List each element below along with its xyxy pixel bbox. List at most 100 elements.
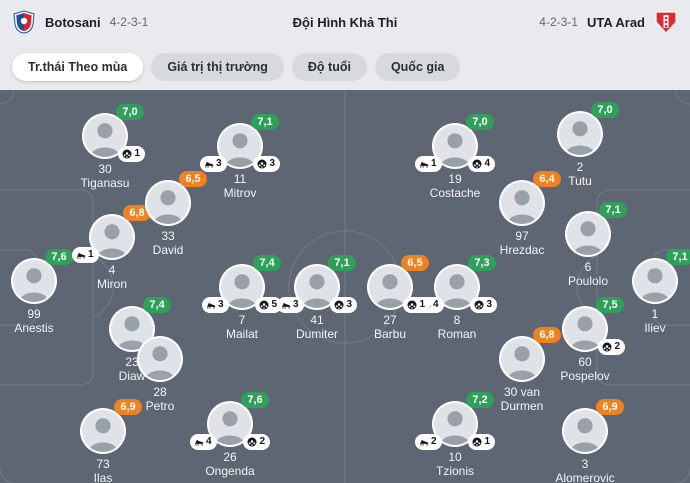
player-photo-icon: [559, 113, 601, 155]
player-away-iliev[interactable]: 7,1 1 Iliev: [632, 249, 690, 335]
goals-count: 1: [419, 299, 425, 310]
assists-count: 1: [88, 249, 94, 260]
tab-nationality[interactable]: Quốc gia: [374, 53, 461, 81]
goal-ball-icon: [334, 300, 344, 310]
player-name-label: 30 Tiganasu: [80, 162, 130, 190]
lineup-tabs: Tr.thái Theo mùa Giá trị thị trường Độ t…: [0, 44, 690, 90]
rating-badge: 7,0: [116, 104, 144, 120]
assist-boot-icon: [77, 252, 86, 259]
player-avatar: [137, 336, 183, 382]
player-avatar: [499, 336, 545, 382]
goal-ball-icon: [247, 437, 257, 447]
goals-count: 1: [134, 148, 140, 159]
assists-count: 1: [431, 158, 437, 169]
player-photo-icon: [147, 182, 189, 224]
player-name-label: 19 Costache: [429, 172, 481, 200]
player-home-david[interactable]: 6,5 33 David: [145, 171, 207, 257]
assists-badge: 1: [415, 156, 442, 172]
player-away-costache[interactable]: 7,0 1 4 19 Costache: [415, 114, 495, 200]
player-name-label: 6 Poulolo: [567, 260, 609, 288]
right-penalty-box: [596, 189, 690, 386]
player-photo-icon: [501, 338, 543, 380]
player-home-mailat[interactable]: 7,4 3 5 7 Mailat: [202, 255, 282, 341]
assists-badge: 4: [190, 434, 217, 450]
player-photo-icon: [369, 266, 411, 308]
player-name-label: 7 Mailat: [225, 313, 259, 341]
goals-badge: 1: [403, 297, 430, 313]
player-home-anestis[interactable]: 7,6 99 Anestis: [11, 249, 73, 335]
player-home-mitrov[interactable]: 7,1 3 3 11 Mitrov: [200, 114, 280, 200]
player-name-label: 97 Hrezdac: [499, 229, 545, 257]
assist-boot-icon: [205, 161, 214, 168]
player-avatar: [11, 258, 57, 304]
rating-badge: 7,0: [591, 102, 619, 118]
away-team-header[interactable]: 4-2-3-1 UTA Arad: [539, 10, 678, 34]
rating-badge: 7,5: [596, 297, 624, 313]
player-photo-icon: [501, 182, 543, 224]
tab-market-value[interactable]: Giá trị thị trường: [151, 53, 284, 81]
player-away-poulolo[interactable]: 7,1 6 Poulolo: [565, 202, 627, 288]
player-away-barbu[interactable]: 6,5 1 27 Barbu: [367, 255, 430, 341]
player-home-ongenda[interactable]: 7,6 4 2 26 Ongenda: [190, 392, 270, 478]
corner-arc-top-right: [675, 90, 690, 105]
rating-badge: 7,4: [253, 255, 281, 271]
assist-boot-icon: [282, 302, 291, 309]
player-name-label: 4 Miron: [97, 263, 128, 291]
goals-badge: 3: [330, 297, 357, 313]
player-away-tzionis[interactable]: 7,2 2 1 10 Tzionis: [415, 392, 495, 478]
player-away-roman[interactable]: 7,3 4 3 8 Roman: [417, 255, 497, 341]
player-away-pospelov[interactable]: 7,5 2 60 Pospelov: [560, 297, 625, 383]
rating-badge: 6,5: [401, 255, 429, 271]
goals-badge: 4: [468, 156, 495, 172]
player-home-ilas[interactable]: 6,9 73 Ilas: [80, 399, 142, 483]
rating-badge: 6,8: [123, 205, 151, 221]
assists-badge: 3: [200, 156, 227, 172]
corner-arc-top-left: [0, 90, 15, 105]
goals-count: 3: [346, 299, 352, 310]
player-name-label: 73 Ilas: [93, 457, 113, 483]
goals-count: 3: [269, 158, 275, 169]
tab-season-form[interactable]: Tr.thái Theo mùa: [12, 53, 144, 81]
player-home-miron[interactable]: 6,8 1 4 Miron: [72, 205, 151, 291]
player-avatar: [80, 408, 126, 454]
home-team-formation: 4-2-3-1: [109, 15, 149, 29]
player-away-tutu[interactable]: 7,0 2 Tutu: [557, 102, 619, 188]
home-team-header[interactable]: Botosani 4-2-3-1: [12, 10, 148, 34]
player-home-petro[interactable]: 28 Petro: [137, 336, 183, 413]
player-photo-icon: [567, 213, 609, 255]
player-name-label: 28 Petro: [145, 385, 175, 413]
rating-badge: 7,1: [328, 255, 356, 271]
player-name-label: 99 Anestis: [14, 307, 54, 335]
assists-badge: 1: [72, 247, 99, 263]
rating-badge: 6,9: [596, 399, 624, 415]
player-away-van-durmen[interactable]: 6,8 30 van Durmen: [499, 327, 561, 413]
assists-count: 3: [216, 158, 222, 169]
away-team-formation: 4-2-3-1: [539, 15, 578, 29]
player-home-tiganasu[interactable]: 7,0 1 30 Tiganasu: [81, 104, 145, 190]
player-away-hrezdac[interactable]: 6,4 97 Hrezdac: [499, 171, 561, 257]
rating-badge: 7,1: [666, 249, 690, 265]
rating-badge: 7,3: [468, 255, 496, 271]
goals-count: 5: [271, 299, 277, 310]
goal-ball-icon: [472, 159, 482, 169]
player-name-label: 27 Barbu: [373, 313, 407, 341]
rating-badge: 7,2: [466, 392, 494, 408]
lineup-header: Botosani 4-2-3-1 Đội Hình Khả Thi 4-2-3-…: [0, 0, 690, 44]
assists-count: 4: [433, 299, 439, 310]
assists-badge: 3: [202, 297, 229, 313]
goal-ball-icon: [472, 437, 482, 447]
player-away-alomerovic[interactable]: 6,9 3 Alomerovic: [555, 399, 624, 483]
assists-count: 3: [218, 299, 224, 310]
left-penalty-box: [0, 189, 94, 386]
tab-age[interactable]: Độ tuổi: [291, 53, 367, 81]
player-home-dumiter[interactable]: 7,1 3 3 41 Dumiter: [277, 255, 357, 341]
goals-badge: 3: [253, 156, 280, 172]
player-name-label: 1 Iliev: [644, 307, 666, 335]
player-photo-icon: [82, 410, 124, 452]
player-photo-icon: [564, 410, 606, 452]
corner-arc-bottom-left: [0, 468, 15, 483]
player-avatar: [557, 111, 603, 157]
player-avatar: [145, 180, 191, 226]
player-name-label: 3 Alomerovic: [555, 457, 615, 483]
assists-badge: 3: [277, 297, 304, 313]
